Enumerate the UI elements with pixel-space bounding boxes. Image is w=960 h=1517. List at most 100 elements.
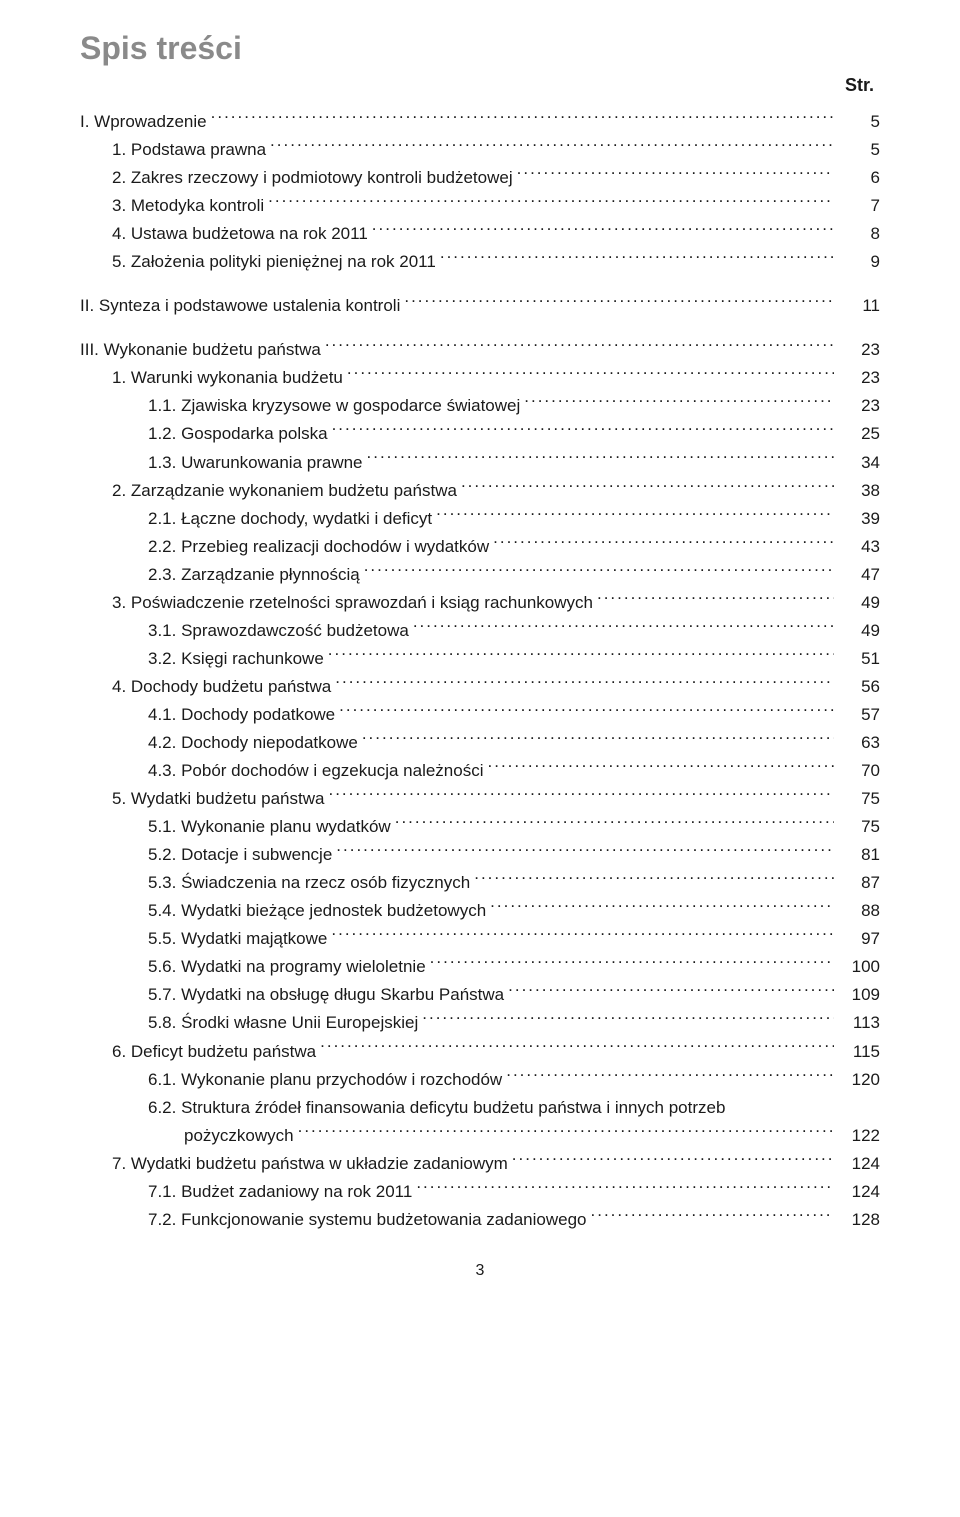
toc-entry: II. Synteza i podstawowe ustalenia kontr… bbox=[80, 292, 880, 320]
toc-leader-dots bbox=[211, 110, 834, 127]
toc-entry-page: 63 bbox=[834, 729, 880, 757]
toc-leader-dots bbox=[591, 1208, 835, 1225]
toc-entry-page: 100 bbox=[834, 953, 880, 981]
toc-entry-page: 43 bbox=[834, 533, 880, 561]
toc-entry-label: 2.1. Łączne dochody, wydatki i deficyt bbox=[148, 505, 436, 533]
toc-entry: 5.7. Wydatki na obsługę długu Skarbu Pań… bbox=[80, 981, 880, 1009]
toc-entry-label: 4.2. Dochody niepodatkowe bbox=[148, 729, 362, 757]
toc-entry-page: 38 bbox=[834, 477, 880, 505]
toc-entry-page: 56 bbox=[834, 673, 880, 701]
toc-entry-page: 25 bbox=[834, 420, 880, 448]
toc-entry: 1.2. Gospodarka polska 25 bbox=[80, 420, 880, 448]
toc-entry: 5.3. Świadczenia na rzecz osób fizycznyc… bbox=[80, 869, 880, 897]
toc-entry-label: I. Wprowadzenie bbox=[80, 108, 211, 136]
toc-entry: 1. Warunki wykonania budżetu 23 bbox=[80, 364, 880, 392]
toc-entry-label: 1.2. Gospodarka polska bbox=[148, 420, 332, 448]
toc-entry-page: 57 bbox=[834, 701, 880, 729]
toc-leader-dots bbox=[331, 927, 834, 944]
toc-leader-dots bbox=[328, 647, 834, 664]
toc-entry: 5.1. Wykonanie planu wydatków75 bbox=[80, 813, 880, 841]
toc-leader-dots bbox=[436, 507, 834, 524]
toc-entry-page: 109 bbox=[834, 981, 880, 1009]
toc-entry-label: 1. Warunki wykonania budżetu bbox=[112, 364, 347, 392]
toc-leader-dots bbox=[270, 138, 834, 155]
toc-entry-label: 1.3. Uwarunkowania prawne bbox=[148, 449, 367, 477]
toc-entry: 7. Wydatki budżetu państwa w układzie za… bbox=[80, 1150, 880, 1178]
toc-entry-label: 2. Zakres rzeczowy i podmiotowy kontroli… bbox=[112, 164, 517, 192]
toc-entry-page: 7 bbox=[834, 192, 880, 220]
toc-leader-dots bbox=[506, 1068, 834, 1085]
toc-leader-dots bbox=[336, 843, 834, 860]
toc-entry: 3.1. Sprawozdawczość budżetowa49 bbox=[80, 617, 880, 645]
toc-entry: 2.1. Łączne dochody, wydatki i deficyt 39 bbox=[80, 505, 880, 533]
toc-entry-page: 6 bbox=[834, 164, 880, 192]
toc-entry-label: 6.1. Wykonanie planu przychodów i rozcho… bbox=[148, 1066, 506, 1094]
toc-entry: 2.2. Przebieg realizacji dochodów i wyda… bbox=[80, 533, 880, 561]
toc-entry-page: 23 bbox=[834, 364, 880, 392]
toc-entry-page: 88 bbox=[834, 897, 880, 925]
toc-entry: pożyczkowych122 bbox=[80, 1122, 880, 1150]
toc-leader-dots bbox=[367, 451, 834, 468]
toc-entry-label: 2.3. Zarządzanie płynnością bbox=[148, 561, 364, 589]
toc-entry-page: 11 bbox=[834, 292, 880, 320]
toc-leader-dots bbox=[474, 871, 834, 888]
toc-entry-label: 5.7. Wydatki na obsługę długu Skarbu Pań… bbox=[148, 981, 508, 1009]
toc-entry-label: 7.2. Funkcjonowanie systemu budżetowania… bbox=[148, 1206, 591, 1234]
toc-leader-dots bbox=[440, 250, 834, 267]
toc-entry-label: 3.2. Księgi rachunkowe bbox=[148, 645, 328, 673]
toc-entry-label: 1.1. Zjawiska kryzysowe w gospodarce świ… bbox=[148, 392, 524, 420]
toc-entry-label: 5. Wydatki budżetu państwa bbox=[112, 785, 328, 813]
toc-entry-label: 4.3. Pobór dochodów i egzekucja należnoś… bbox=[148, 757, 488, 785]
toc-entry-page: 39 bbox=[834, 505, 880, 533]
toc-entry-label: 5. Założenia polityki pieniężnej na rok … bbox=[112, 248, 440, 276]
toc-entry: 2. Zarządzanie wykonaniem budżetu państw… bbox=[80, 477, 880, 505]
toc-leader-dots bbox=[422, 1011, 834, 1028]
toc-entry-label: 4. Ustawa budżetowa na rok 2011 bbox=[112, 220, 372, 248]
toc-leader-dots bbox=[268, 194, 834, 211]
toc-leader-dots bbox=[339, 703, 834, 720]
toc-leader-dots bbox=[328, 787, 834, 804]
toc-entry-page: 34 bbox=[834, 449, 880, 477]
toc-entry: I. Wprowadzenie 5 bbox=[80, 108, 880, 136]
toc-entry: 2.3. Zarządzanie płynnością47 bbox=[80, 561, 880, 589]
toc-entry-label: 7. Wydatki budżetu państwa w układzie za… bbox=[112, 1150, 512, 1178]
toc-entry-label: 6.2. Struktura źródeł finansowania defic… bbox=[148, 1094, 729, 1122]
toc-entry-page: 5 bbox=[834, 136, 880, 164]
toc-entry: 4.2. Dochody niepodatkowe 63 bbox=[80, 729, 880, 757]
toc-entry-label: 3. Metodyka kontroli bbox=[112, 192, 268, 220]
toc-leader-dots bbox=[461, 479, 834, 496]
toc-entry-label: II. Synteza i podstawowe ustalenia kontr… bbox=[80, 292, 404, 320]
toc-entry: 4. Ustawa budżetowa na rok 20118 bbox=[80, 220, 880, 248]
toc-entry: 2. Zakres rzeczowy i podmiotowy kontroli… bbox=[80, 164, 880, 192]
toc-entry-page: 113 bbox=[834, 1009, 880, 1037]
toc-entry-label: III. Wykonanie budżetu państwa bbox=[80, 336, 325, 364]
toc-entry-page: 49 bbox=[834, 617, 880, 645]
toc-entry-page: 5 bbox=[834, 108, 880, 136]
toc-leader-dots bbox=[404, 294, 834, 311]
toc-entry: 5.2. Dotacje i subwencje81 bbox=[80, 841, 880, 869]
toc-leader-dots bbox=[493, 535, 834, 552]
page-column-header: Str. bbox=[80, 75, 880, 96]
toc-entry: 6.1. Wykonanie planu przychodów i rozcho… bbox=[80, 1066, 880, 1094]
toc-entry-label: 5.2. Dotacje i subwencje bbox=[148, 841, 336, 869]
toc-entry-page: 87 bbox=[834, 869, 880, 897]
toc-entry: 5.6. Wydatki na programy wieloletnie 100 bbox=[80, 953, 880, 981]
toc-leader-dots bbox=[512, 1152, 834, 1169]
toc-entry-page: 51 bbox=[834, 645, 880, 673]
toc-entry: 5.5. Wydatki majątkowe97 bbox=[80, 925, 880, 953]
toc-entry-label: 5.1. Wykonanie planu wydatków bbox=[148, 813, 395, 841]
toc-entry-page: 49 bbox=[834, 589, 880, 617]
toc-entry-page: 120 bbox=[834, 1066, 880, 1094]
toc-entry-page: 23 bbox=[834, 336, 880, 364]
toc-entry-page: 115 bbox=[834, 1038, 880, 1066]
toc-entry: 3. Metodyka kontroli 7 bbox=[80, 192, 880, 220]
toc-entry-label: 5.6. Wydatki na programy wieloletnie bbox=[148, 953, 430, 981]
toc-leader-dots bbox=[488, 759, 835, 776]
toc-leader-dots bbox=[335, 675, 834, 692]
toc-entry-page: 9 bbox=[834, 248, 880, 276]
toc-entry-label: 6. Deficyt budżetu państwa bbox=[112, 1038, 320, 1066]
toc-entry-label: 2.2. Przebieg realizacji dochodów i wyda… bbox=[148, 533, 493, 561]
toc-entry-page: 128 bbox=[834, 1206, 880, 1234]
toc-entry-page: 23 bbox=[834, 392, 880, 420]
toc-entry: III. Wykonanie budżetu państwa 23 bbox=[80, 336, 880, 364]
